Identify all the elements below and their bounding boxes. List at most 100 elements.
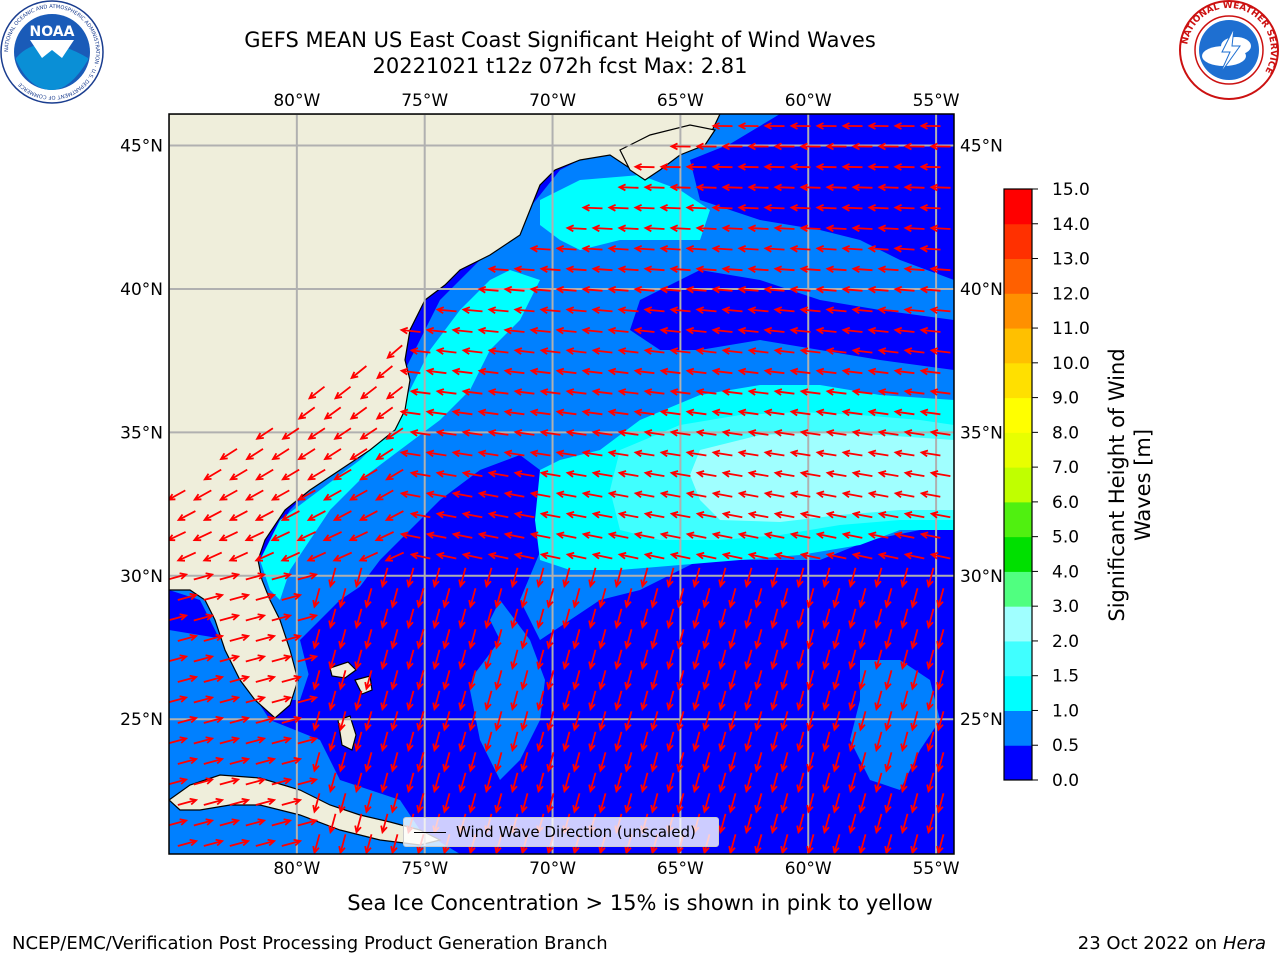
wave-arrow-362	[581, 490, 603, 499]
wave-arrow-700	[806, 711, 815, 732]
wave-arrow-586	[169, 654, 189, 663]
wave-arrow-575	[676, 629, 685, 650]
colorbar-tick-label-9: 7.0	[1052, 458, 1079, 478]
chart-subtitle: 20221021 t12z 072h fcst Max: 2.81	[372, 54, 748, 78]
colorbar-segment-3	[1004, 640, 1032, 677]
wave-arrow-754	[650, 752, 659, 773]
wave-arrow-155	[633, 326, 655, 335]
wave-arrow-338	[747, 470, 769, 478]
wave-arrow-674	[900, 690, 909, 712]
wave-arrow-28	[841, 163, 863, 171]
wave-arrow-683	[364, 711, 373, 732]
wave-arrow-247	[555, 408, 577, 417]
wave-arrow-9	[669, 142, 691, 151]
wave-arrow-561	[312, 629, 321, 650]
wave-arrow-428	[737, 531, 759, 539]
wave-arrow-68	[799, 224, 821, 233]
wave-arrow-384	[384, 510, 404, 521]
wave-arrow-602	[588, 649, 597, 671]
wave-arrow-832	[328, 813, 337, 835]
wave-arrow-417	[451, 531, 473, 539]
wave-arrow-120	[789, 285, 811, 294]
wave-arrow-461	[825, 551, 847, 560]
wave-arrow-87	[867, 244, 889, 253]
wave-arrow-345	[929, 470, 951, 478]
wave-arrow-7	[893, 122, 915, 130]
wave-arrow-687	[468, 711, 477, 732]
wave-arrow-856	[177, 838, 199, 847]
wave-arrow-203	[711, 367, 733, 376]
wave-arrow-711	[297, 736, 319, 745]
wave-arrow-226	[669, 388, 691, 396]
wave-arrow-834	[380, 813, 389, 835]
colorbar-segment-4	[1004, 606, 1032, 642]
wave-arrow-818	[754, 793, 763, 814]
wave-arrow-260	[893, 408, 915, 417]
wave-arrow-659	[510, 690, 519, 712]
wave-arrow-21	[659, 163, 681, 171]
colorbar-tick-label-6: 4.0	[1052, 562, 1079, 582]
wave-arrow-478	[484, 567, 493, 589]
wave-arrow-386	[435, 511, 457, 519]
wave-arrow-738	[229, 756, 251, 765]
wave-arrow-403	[877, 511, 899, 519]
wave-arrow-140	[799, 306, 821, 314]
wave-arrow-432	[841, 531, 863, 539]
wave-arrow-663	[614, 690, 623, 712]
wave-arrow-544	[640, 608, 649, 630]
lon-tick-bottom-4: 60°W	[785, 859, 832, 879]
bahamas-island-1	[329, 661, 357, 679]
wave-arrow-750	[546, 752, 555, 773]
wave-arrow-357	[451, 490, 473, 499]
lon-tick-bottom-1: 75°W	[401, 859, 448, 879]
wave-arrow-685	[416, 711, 425, 732]
wave-arrow-394	[643, 511, 665, 519]
wave-arrow-204	[737, 367, 759, 376]
wave-arrow-421	[555, 531, 577, 539]
wave-arrow-768	[219, 777, 241, 786]
wave-arrow-255	[763, 408, 785, 417]
wave-arrow-511	[572, 588, 581, 609]
wave-arrow-90	[487, 265, 509, 273]
wave-arrow-490	[796, 567, 805, 589]
wave-arrow-745	[416, 752, 425, 773]
wave-arrow-50	[711, 203, 733, 212]
wave-arrow-69	[825, 224, 847, 233]
wave-arrow-577	[728, 629, 737, 650]
wave-arrow-441	[306, 551, 327, 562]
wave-arrow-471	[297, 572, 319, 581]
wave-arrow-181	[747, 347, 769, 355]
wave-direction-arrows	[169, 122, 951, 873]
colorbar-tick-label-7: 5.0	[1052, 528, 1079, 548]
wave-arrow-202	[685, 367, 707, 376]
wave-arrow-474	[380, 567, 389, 589]
wave-arrow-225	[643, 388, 665, 396]
wave-arrow-317	[203, 468, 222, 481]
wave-arrow-433	[867, 531, 889, 539]
wave-arrow-787	[718, 772, 727, 794]
wave-arrow-811	[572, 793, 581, 814]
wave-arrow-320	[281, 468, 300, 481]
wave-arrow-609	[770, 649, 779, 671]
wave-arrow-775	[406, 772, 415, 794]
wave-arrow-402	[851, 511, 873, 519]
wave-arrow-882	[858, 834, 867, 854]
wave-arrow-318	[229, 468, 248, 481]
wave-arrow-812	[598, 793, 607, 814]
wave-arrow-617	[203, 674, 225, 683]
wave-arrow-12	[747, 142, 769, 151]
wave-arrow-767	[193, 777, 215, 786]
wave-arrow-24	[737, 163, 759, 171]
wave-arrow-458	[747, 551, 769, 560]
wave-arrow-208	[841, 367, 863, 376]
wave-arrow-37	[747, 183, 769, 192]
wave-arrow-654	[380, 690, 389, 712]
wave-arrow-772	[328, 772, 337, 794]
wave-arrow-252	[685, 408, 707, 417]
wave-arrow-44	[929, 183, 951, 192]
wave-arrow-907	[719, 855, 725, 873]
wave-arrow-127	[461, 306, 483, 314]
wave-arrow-742	[338, 752, 347, 773]
wave-arrow-728	[744, 731, 753, 753]
wave-arrow-744	[390, 752, 399, 773]
